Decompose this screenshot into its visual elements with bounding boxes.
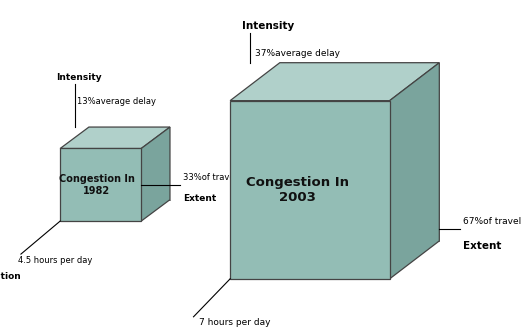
- Polygon shape: [60, 148, 141, 221]
- Text: Extent: Extent: [183, 194, 217, 203]
- Text: Intensity: Intensity: [242, 21, 294, 31]
- Polygon shape: [230, 63, 439, 101]
- Polygon shape: [390, 63, 439, 279]
- Text: 37%average delay: 37%average delay: [255, 50, 340, 58]
- Text: 67%of travel: 67%of travel: [463, 217, 521, 226]
- Polygon shape: [230, 101, 390, 279]
- Text: 7 hours per day: 7 hours per day: [199, 318, 270, 327]
- Text: 4.5 hours per day: 4.5 hours per day: [18, 256, 93, 265]
- Text: Intensity: Intensity: [56, 74, 102, 82]
- Text: Extent: Extent: [463, 241, 501, 250]
- Text: 33%of travel: 33%of travel: [183, 173, 237, 182]
- Polygon shape: [141, 127, 170, 221]
- Text: Congestion In
2003: Congestion In 2003: [246, 176, 349, 204]
- Text: Congestion In
1982: Congestion In 1982: [59, 174, 134, 196]
- Polygon shape: [60, 127, 170, 148]
- Text: 13%average delay: 13%average delay: [77, 97, 156, 106]
- Text: Duration: Duration: [0, 272, 21, 281]
